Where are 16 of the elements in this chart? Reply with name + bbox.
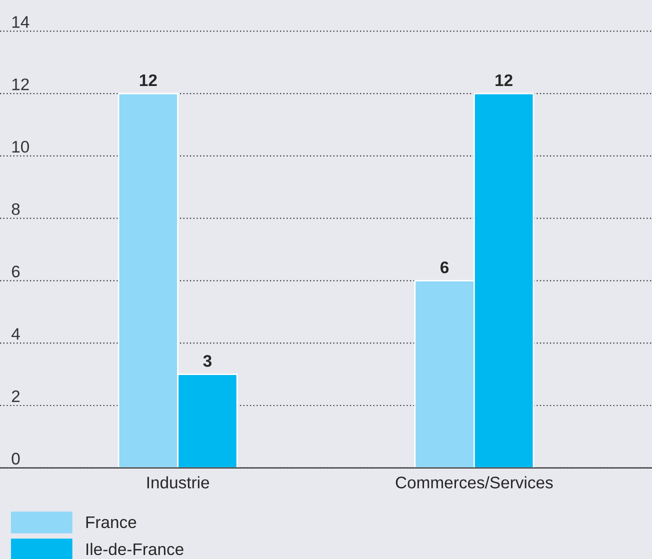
y-tick-label: 10 bbox=[12, 140, 29, 153]
y-tick-label: 4 bbox=[11, 328, 20, 340]
y-tick-label: 2 bbox=[12, 390, 20, 402]
y-tick-label: 14 bbox=[12, 16, 30, 28]
legend-label: Ile-de-France bbox=[86, 542, 184, 556]
legend-label: France bbox=[86, 516, 136, 528]
data-label: 6 bbox=[440, 261, 449, 274]
y-tick-label: 6 bbox=[12, 266, 20, 278]
y-tick-label: 12 bbox=[12, 78, 29, 90]
data-label: 12 bbox=[140, 74, 157, 86]
y-tick-label: 8 bbox=[12, 203, 20, 216]
x-tick-label: Commerces/Services bbox=[396, 476, 553, 488]
data-label: 3 bbox=[203, 355, 212, 367]
y-tick-label: 0 bbox=[12, 452, 20, 465]
data-label: 12 bbox=[496, 74, 512, 86]
x-tick-label: Industrie bbox=[147, 476, 210, 488]
